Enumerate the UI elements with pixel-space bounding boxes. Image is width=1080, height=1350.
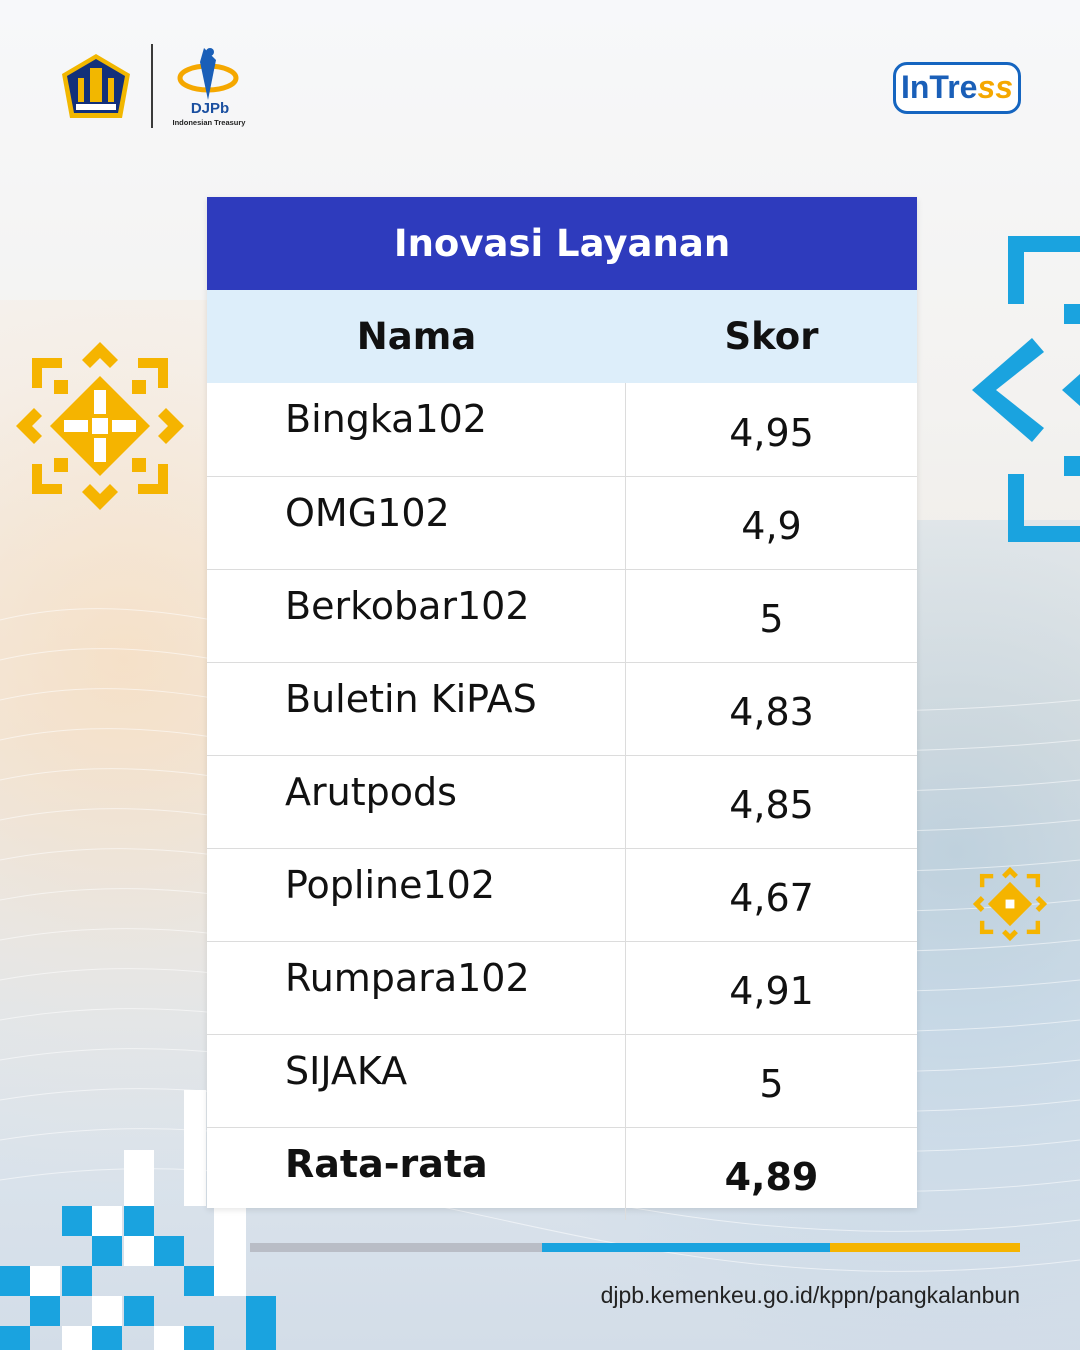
row-score: 4,67 (729, 876, 814, 920)
intress-logo-icon: InTress (893, 62, 1021, 114)
row-score: 5 (759, 1062, 784, 1106)
table-row: Buletin KiPAS 4,83 (207, 662, 917, 755)
intress-logo-text: InTre (900, 69, 978, 105)
row-score: 4,83 (729, 690, 814, 734)
column-header-score: Skor (724, 315, 819, 358)
table-row: Bingka102 4,95 (207, 383, 917, 476)
table-row: Rumpara102 4,91 (207, 941, 917, 1034)
row-score: 4,95 (729, 410, 814, 455)
table-title: Inovasi Layanan (207, 197, 917, 290)
footer-bar-blue (542, 1243, 830, 1252)
ornament-small-icon (972, 866, 1048, 942)
footer-bar-yellow (830, 1243, 1020, 1252)
row-name: Bingka102 (207, 383, 626, 476)
chevron-decoration-icon (972, 236, 1080, 542)
row-name: Arutpods (207, 756, 626, 848)
row-score: 4,91 (729, 969, 814, 1013)
row-score: 4,9 (741, 504, 802, 548)
table-body: Bingka102 4,95 OMG102 4,9 Berkobar102 5 … (207, 383, 917, 1220)
djpb-name: DJPb (190, 100, 230, 117)
row-name: Rumpara102 (207, 942, 626, 1034)
footer-bar-gray (250, 1243, 542, 1252)
column-header-name: Nama (356, 315, 477, 358)
row-name: SIJAKA (207, 1035, 626, 1127)
table-row: Popline102 4,67 (207, 848, 917, 941)
ornament-icon (16, 342, 184, 510)
score-table: Inovasi Layanan Nama Skor Bingka102 4,95… (207, 197, 917, 1220)
row-name: Buletin KiPAS (207, 663, 626, 755)
table-row-average: Rata-rata 4,89 (207, 1127, 917, 1220)
row-name: OMG102 (207, 477, 626, 569)
table-row: Berkobar102 5 (207, 569, 917, 662)
djpb-logo-icon (177, 48, 239, 100)
kemenkeu-emblem-icon (62, 54, 130, 118)
average-label: Rata-rata (207, 1128, 626, 1220)
row-name: Popline102 (207, 849, 626, 941)
row-score: 5 (759, 597, 784, 641)
djpb-subtitle: Indonesian Treasury (172, 118, 246, 127)
intress-logo-text-accent: ss (977, 69, 1014, 105)
row-name: Berkobar102 (207, 570, 626, 662)
average-score: 4,89 (724, 1155, 819, 1199)
logo-divider (151, 44, 153, 128)
table-header-row: Nama Skor (207, 290, 917, 383)
row-score: 4,85 (729, 783, 814, 827)
table-row: OMG102 4,9 (207, 476, 917, 569)
pixel-decoration-icon (0, 1090, 276, 1350)
table-row: SIJAKA 5 (207, 1034, 917, 1127)
table-row: Arutpods 4,85 (207, 755, 917, 848)
footer-url[interactable]: djpb.kemenkeu.go.id/kppn/pangkalanbun (600, 1282, 1020, 1308)
